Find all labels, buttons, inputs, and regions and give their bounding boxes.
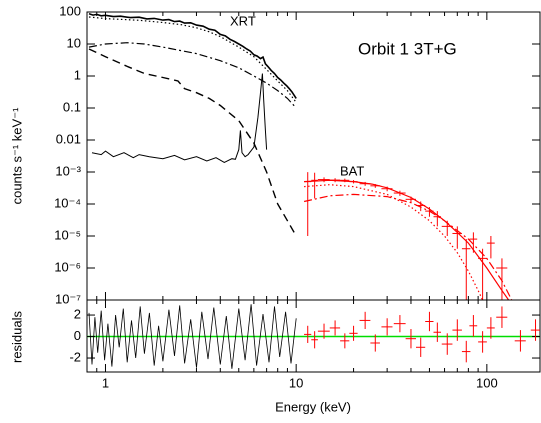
y-tick-label: 0.1 xyxy=(63,99,81,114)
model-line xyxy=(88,48,297,237)
model-line xyxy=(303,193,513,301)
y-tick-label: 100 xyxy=(59,3,81,18)
model-line xyxy=(304,179,510,301)
annotation-bat: BAT xyxy=(340,163,364,178)
annotation-xrt: XRT xyxy=(230,13,256,28)
y-tick-label: 10 xyxy=(67,35,81,50)
x-tick-label: 100 xyxy=(476,375,498,390)
y-tick-label: -2 xyxy=(69,349,81,364)
y-tick-label: 10⁻⁴ xyxy=(54,195,81,210)
annotation-model: Orbit 1 3T+G xyxy=(358,39,457,58)
x-tick-label: 10 xyxy=(289,375,303,390)
y-tick-label: 10⁻⁵ xyxy=(54,227,81,242)
y-tick-label: 0.01 xyxy=(56,131,81,146)
model-line xyxy=(91,73,268,163)
model-line xyxy=(88,16,297,103)
y-tick-label: 0 xyxy=(74,328,81,343)
y-tick-label: 2 xyxy=(74,306,81,321)
model-line xyxy=(88,304,297,369)
plot-frame xyxy=(86,11,541,301)
model-line xyxy=(88,42,297,109)
model-line xyxy=(304,184,484,301)
model-line xyxy=(88,13,297,99)
y-tick-label: 10⁻⁶ xyxy=(54,259,81,274)
y-tick-label: 10⁻⁷ xyxy=(55,291,81,306)
x-tick-label: 1 xyxy=(102,375,109,390)
y-axis-label: counts s⁻¹ keV⁻¹ xyxy=(9,107,24,204)
y-tick-label: 10⁻³ xyxy=(55,163,81,178)
y-tick-label: 1 xyxy=(74,67,81,82)
residual-axis-label: residuals xyxy=(9,310,24,363)
x-axis-label: Energy (keV) xyxy=(275,399,351,414)
